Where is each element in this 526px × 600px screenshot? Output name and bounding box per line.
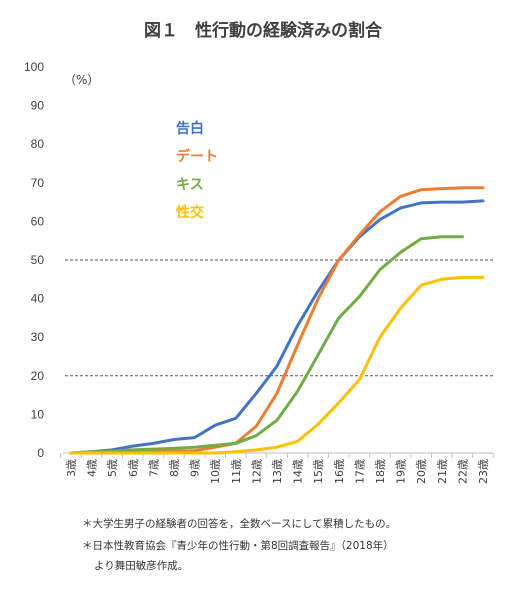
y-tick-label: 0 [37, 446, 44, 460]
x-tick-label: 14歳 [292, 459, 305, 484]
x-tick-label: 9歳 [189, 459, 202, 477]
y-tick-label: 20 [31, 369, 45, 383]
y-tick-label: 80 [31, 137, 45, 151]
legend-entry: デート [176, 148, 218, 165]
x-tick-label: 13歳 [271, 459, 284, 484]
x-tick-label: 4歳 [86, 459, 99, 477]
y-tick-label: 50 [31, 253, 45, 267]
note-line-3: より舞田敏彦作成。 [94, 559, 188, 572]
x-tick-label: 19歳 [395, 459, 408, 484]
reference-lines [65, 259, 493, 377]
y-axis-unit-label: （%） [64, 73, 99, 87]
y-tick-label: 60 [31, 214, 45, 228]
legend-entry: キス [176, 177, 204, 193]
x-tick-label: 22歳 [456, 459, 469, 484]
series-line [69, 186, 485, 455]
series-lines [69, 186, 485, 455]
y-tick-label: 10 [31, 407, 45, 421]
series-line [69, 275, 485, 455]
x-tick-label: 11歳 [230, 459, 243, 484]
legend-entry: 告白 [176, 120, 204, 137]
y-tick-label: 90 [31, 99, 45, 113]
chart-title: 図１ 性行動の経験済みの割合 [144, 20, 383, 41]
x-tick-label: 8歳 [168, 459, 181, 477]
x-tick-label: 20歳 [415, 459, 428, 484]
x-tick-label: 7歳 [147, 459, 160, 477]
note-line-1: ＊大学生男子の経験者の回答を，全数ベースにして累積したもの。 [82, 517, 396, 530]
y-tick-label: 40 [31, 292, 45, 306]
y-tick-label: 100 [24, 60, 44, 74]
x-tick-label: 21歳 [436, 459, 449, 484]
note-line-2: ＊日本性教育協会『青少年の性行動・第8回調査報告』（2018年） [82, 539, 394, 552]
series-line [69, 235, 464, 455]
y-tick-label: 70 [31, 176, 45, 190]
x-tick-label: 15歳 [312, 459, 325, 484]
x-tick-label: 3歳 [65, 459, 78, 477]
x-tick-label: 16歳 [333, 459, 346, 484]
legend-entry: 性交 [176, 204, 204, 221]
x-tick-label: 5歳 [106, 459, 119, 477]
x-tick-label: 6歳 [127, 459, 140, 477]
series-line [69, 199, 485, 455]
y-tick-label: 30 [31, 330, 45, 344]
x-tick-label: 23歳 [477, 459, 490, 484]
x-tick-label: 12歳 [250, 459, 263, 484]
x-tick-label: 17歳 [353, 459, 366, 484]
y-axis: 0 10 20 30 40 50 60 70 80 90 100 [24, 60, 44, 460]
x-axis: 3歳 4歳 5歳 6歳 7歳 8歳 9歳 10歳 11歳 12歳 13歳 14歳 15歳 16歳 17歳 18… [60, 452, 494, 484]
x-tick-label: 10歳 [209, 459, 222, 484]
x-tick-label: 18歳 [374, 459, 387, 484]
